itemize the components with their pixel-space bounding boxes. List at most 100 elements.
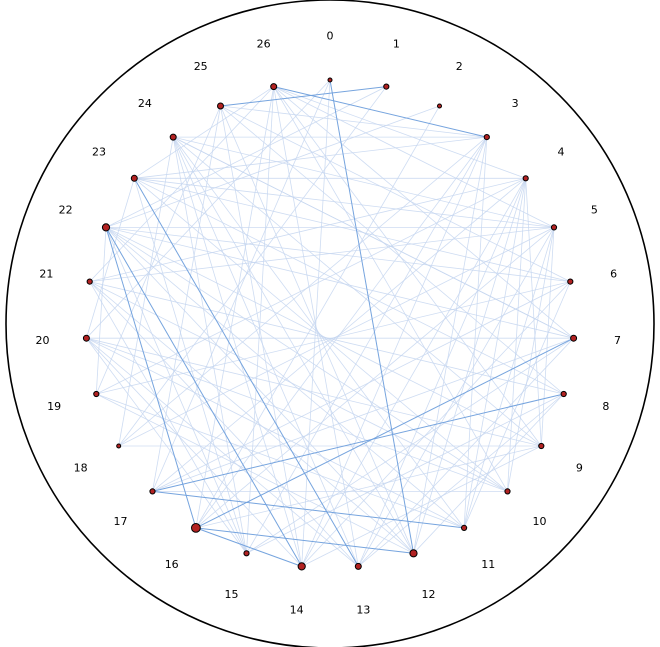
edge-18-3 <box>118 136 488 447</box>
node-26 <box>270 83 278 91</box>
node-9 <box>538 442 545 450</box>
edge-15-22 <box>105 227 247 554</box>
edge-14-4 <box>301 178 527 567</box>
node-label-9: 9 <box>576 462 583 475</box>
node-label-12: 12 <box>422 588 436 601</box>
edge-17-6 <box>152 281 571 492</box>
edge-12-3 <box>413 137 488 554</box>
edge-1-22 <box>105 86 387 228</box>
node-23 <box>130 174 138 182</box>
edge-strong-22-16 <box>105 227 197 529</box>
node-label-15: 15 <box>225 588 239 601</box>
edge-strong-16-14 <box>195 527 302 567</box>
node-15 <box>243 550 250 557</box>
node-label-2: 2 <box>456 60 463 73</box>
node-label-6: 6 <box>610 268 617 281</box>
edge-14-24 <box>172 136 303 567</box>
edge-10-22 <box>105 227 508 492</box>
edge-strong-22-14 <box>105 227 303 567</box>
edge-0-14 <box>301 79 331 567</box>
edge-20-11 <box>86 337 465 529</box>
node-2 <box>437 103 442 109</box>
node-10 <box>504 488 511 495</box>
edge-strong-17-11 <box>152 490 465 529</box>
edge-26-16 <box>195 86 275 528</box>
node-label-7: 7 <box>614 334 621 347</box>
node-label-4: 4 <box>558 146 565 159</box>
edge-5-23 <box>134 177 555 228</box>
node-label-18: 18 <box>74 462 88 475</box>
edge-23-8 <box>134 177 564 395</box>
edge-6-22 <box>105 227 571 282</box>
edge-23-6 <box>134 177 571 282</box>
edge-16-9 <box>195 445 542 529</box>
node-21 <box>86 278 93 285</box>
node-4 <box>522 175 529 182</box>
edge-13-7 <box>358 337 574 567</box>
node-label-22: 22 <box>59 203 73 216</box>
node-label-25: 25 <box>194 60 208 73</box>
node-label-5: 5 <box>591 203 598 216</box>
node-0 <box>327 77 333 83</box>
edge-25-17 <box>152 105 221 492</box>
edge-22-12 <box>105 227 414 554</box>
node-label-20: 20 <box>36 334 50 347</box>
edge-24-5 <box>173 136 555 228</box>
node-11 <box>461 524 468 532</box>
node-label-16: 16 <box>165 558 179 571</box>
edge-23-20 <box>86 178 135 339</box>
edge-9-5 <box>540 227 555 447</box>
node-label-17: 17 <box>114 515 128 528</box>
node-label-23: 23 <box>92 146 106 159</box>
edge-1-18 <box>118 86 387 447</box>
edge-26-9 <box>273 86 542 447</box>
node-6 <box>567 278 574 285</box>
edge-strong-23-13 <box>133 178 359 567</box>
edge-21-5 <box>89 227 555 282</box>
edge-strong-26-3 <box>273 86 487 138</box>
edge-26-23 <box>134 86 274 179</box>
node-1 <box>383 83 390 90</box>
node-label-24: 24 <box>138 97 152 110</box>
node-16 <box>191 523 201 533</box>
edge-12-8 <box>413 393 564 554</box>
frame-layer <box>5 0 655 647</box>
node-17 <box>149 488 156 495</box>
edge-0-17 <box>152 79 331 492</box>
edge-13-24 <box>172 136 359 567</box>
edge-16-3 <box>195 136 488 529</box>
edge-12-21 <box>89 281 414 554</box>
edge-9-20 <box>86 337 542 447</box>
node-label-13: 13 <box>356 604 370 617</box>
edge-12-4 <box>413 178 527 554</box>
edge-24-15 <box>172 137 247 554</box>
edge-15-3 <box>246 136 488 554</box>
edge-23-3 <box>134 136 487 179</box>
edge-22-11 <box>105 227 465 529</box>
node-label-14: 14 <box>290 604 304 617</box>
edge-8-21 <box>89 281 564 395</box>
edge-24-12 <box>172 136 414 554</box>
node-22 <box>101 223 111 232</box>
edge-11-5 <box>463 227 555 529</box>
node-13 <box>354 562 362 570</box>
outer-frame-circle <box>5 0 655 647</box>
edge-21-10 <box>89 281 508 492</box>
edge-7-24 <box>173 136 574 339</box>
edge-25-19 <box>95 105 221 395</box>
edge-strong-16-12 <box>195 527 414 554</box>
edge-2-22 <box>105 105 440 228</box>
node-label-26: 26 <box>257 37 271 50</box>
node-3 <box>483 134 490 141</box>
node-label-19: 19 <box>47 400 61 413</box>
edge-22-19 <box>95 227 107 395</box>
edge-11-3 <box>463 137 488 528</box>
edge-strong-0-12 <box>329 79 414 554</box>
node-label-11: 11 <box>481 558 495 571</box>
edge-21-15 <box>89 281 247 554</box>
edge-0-20 <box>86 79 331 339</box>
edge-25-8 <box>220 105 564 395</box>
node-25 <box>217 102 224 110</box>
edge-25-3 <box>220 105 487 138</box>
edge-17-7 <box>152 337 574 492</box>
